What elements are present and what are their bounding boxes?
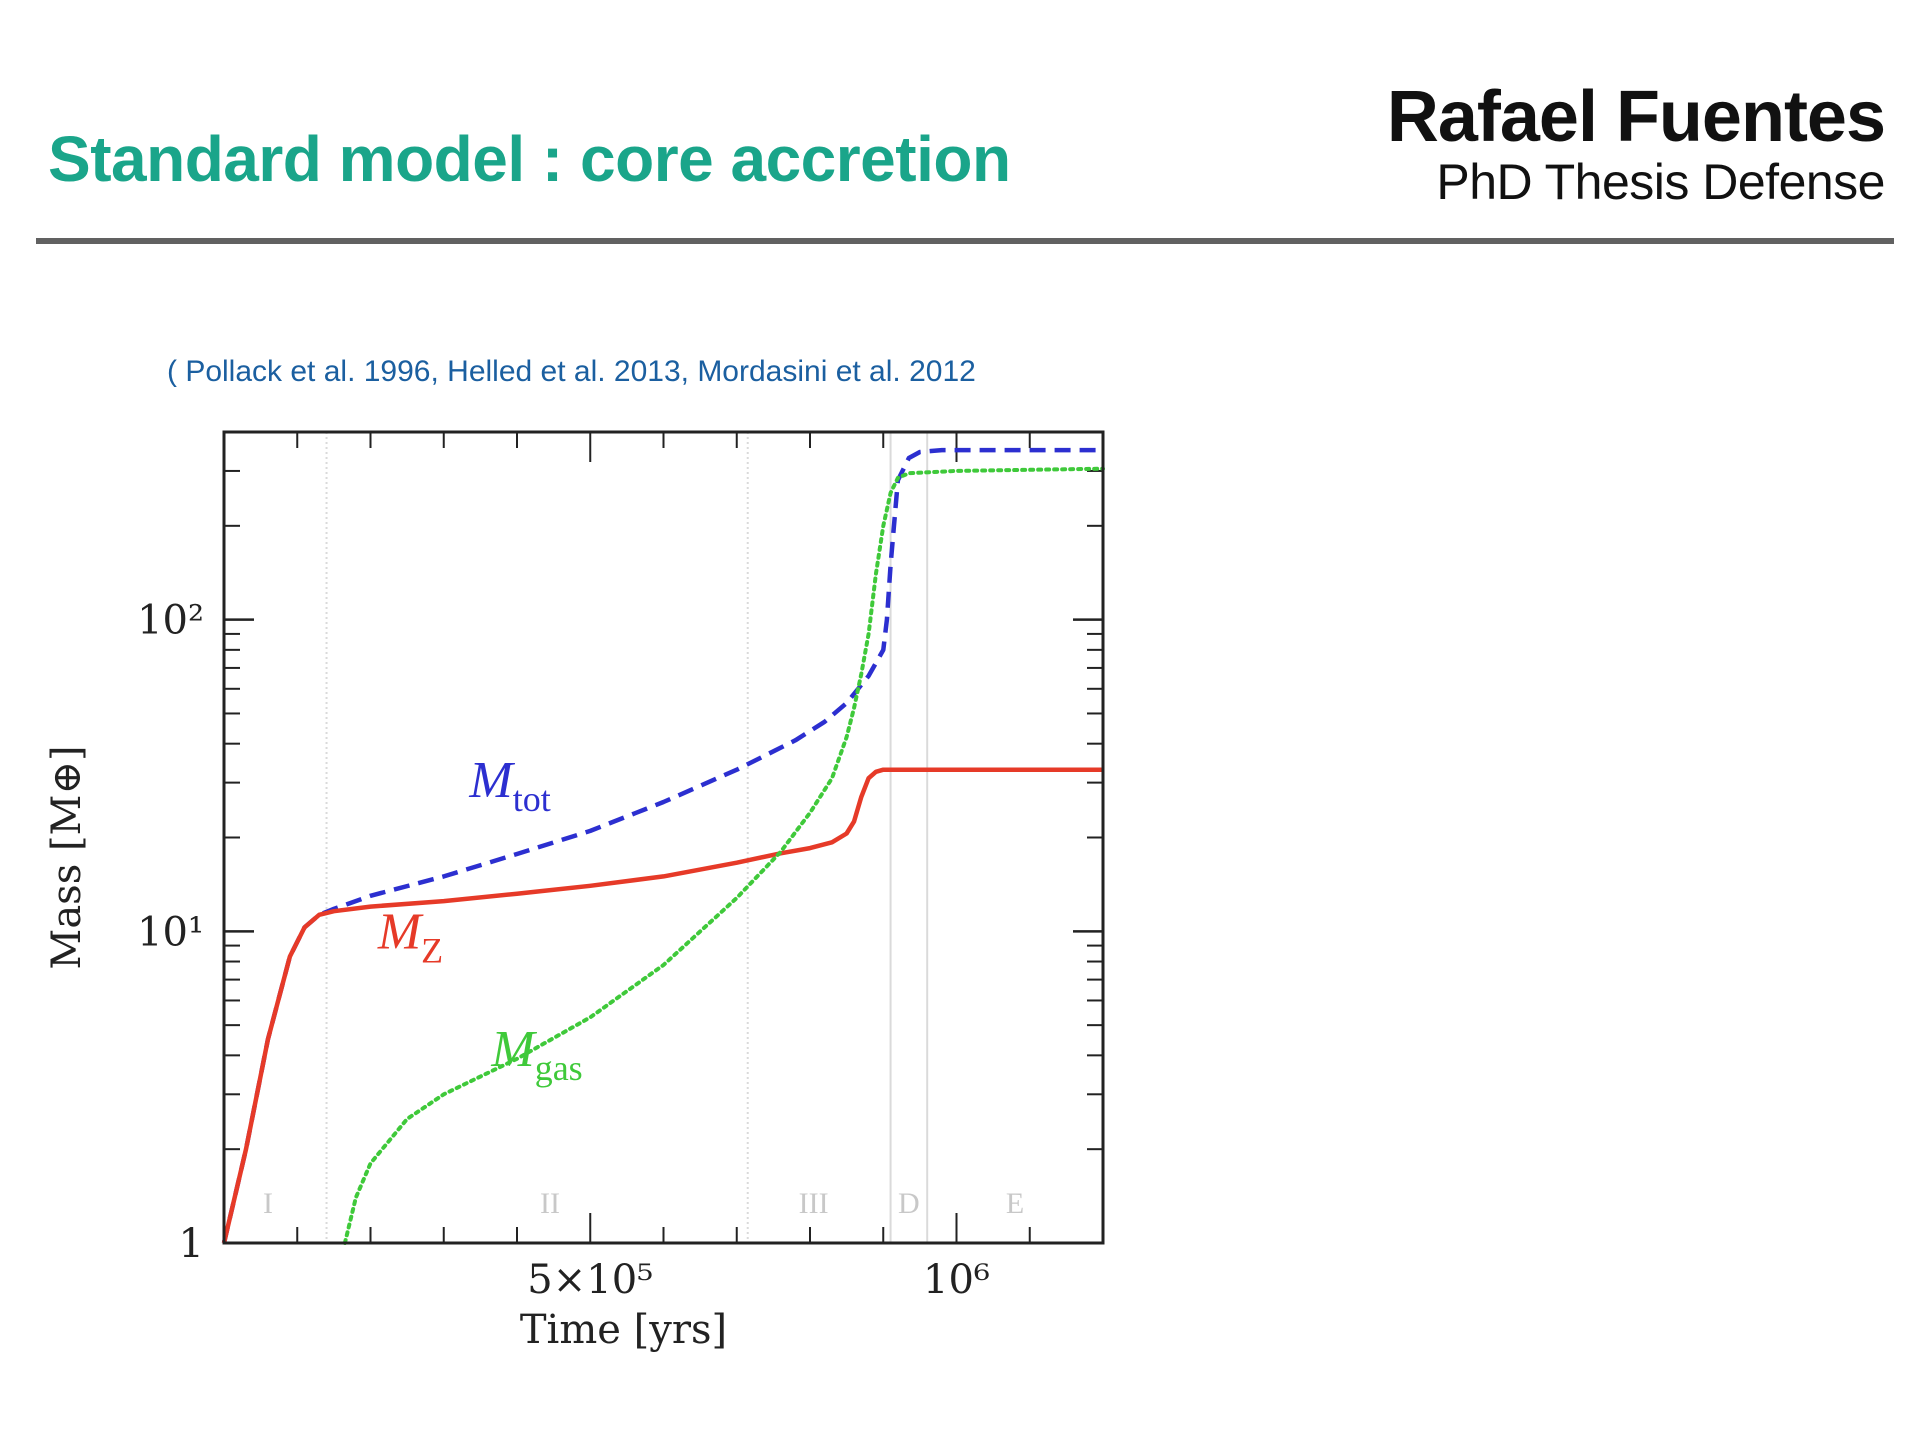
series-line-tot: [221, 447, 1103, 1244]
series-label-gas: Mgas: [490, 1021, 582, 1088]
author-subtitle: PhD Thesis Defense: [1436, 154, 1885, 210]
phase-label: E: [1006, 1187, 1024, 1220]
phase-label: D: [898, 1187, 920, 1220]
series-line-Z: [221, 767, 1103, 1244]
y-tick-label: 1: [179, 1221, 204, 1267]
y-axis-label: Mass [M⊕]: [44, 745, 90, 969]
x-tick-label: 5×10⁵: [527, 1257, 653, 1303]
phase-label: II: [540, 1187, 560, 1220]
x-axis-label: Time [yrs]: [520, 1307, 727, 1353]
series-label-tot: Mtot: [468, 752, 550, 819]
y-tick-label: 10²: [137, 598, 204, 644]
header-divider: [36, 238, 1894, 244]
author-block: Rafael Fuentes PhD Thesis Defense: [1386, 77, 1886, 210]
plot-frame: [222, 430, 1105, 1245]
phase-label: III: [799, 1187, 829, 1220]
phase-label: I: [263, 1187, 273, 1220]
slide-title: Standard model : core accretion: [48, 123, 1011, 195]
series-label-Z: MZ: [377, 904, 443, 971]
series-line-gas: [342, 466, 1105, 1245]
author-name: Rafael Fuentes: [1386, 77, 1886, 157]
x-tick-label: 10⁶: [923, 1257, 990, 1303]
y-tick-label: 10¹: [137, 909, 204, 955]
citation: ( Pollack et al. 1996, Helled et al. 201…: [167, 355, 976, 388]
